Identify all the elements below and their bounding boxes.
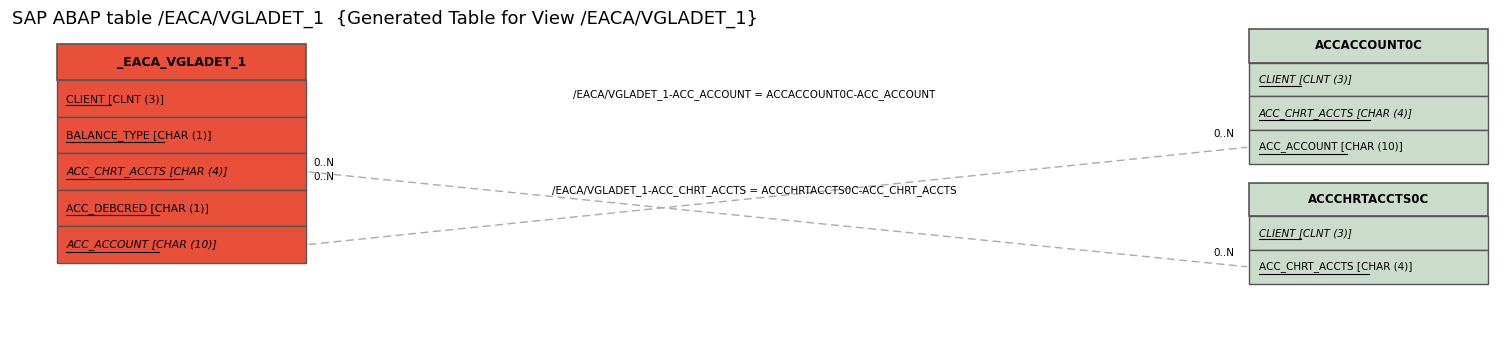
Bar bbox=[1249, 96, 1488, 130]
Text: 0..N: 0..N bbox=[314, 158, 335, 168]
Text: ACCCHRTACCTS0C: ACCCHRTACCTS0C bbox=[1308, 193, 1429, 206]
Text: CLIENT [CLNT (3)]: CLIENT [CLNT (3)] bbox=[1259, 74, 1352, 84]
Text: _EACA_VGLADET_1: _EACA_VGLADET_1 bbox=[118, 56, 246, 69]
Text: 0..N: 0..N bbox=[1213, 128, 1234, 139]
Text: ACC_ACCOUNT [CHAR (10)]: ACC_ACCOUNT [CHAR (10)] bbox=[1259, 142, 1402, 152]
Text: ACC_CHRT_ACCTS [CHAR (4)]: ACC_CHRT_ACCTS [CHAR (4)] bbox=[66, 166, 228, 177]
Bar bbox=[1249, 63, 1488, 96]
Text: CLIENT [CLNT (3)]: CLIENT [CLNT (3)] bbox=[1259, 228, 1352, 238]
Text: /EACA/VGLADET_1-ACC_CHRT_ACCTS = ACCCHRTACCTS0C-ACC_CHRT_ACCTS: /EACA/VGLADET_1-ACC_CHRT_ACCTS = ACCCHRT… bbox=[552, 186, 957, 196]
Text: ACC_ACCOUNT [CHAR (10)]: ACC_ACCOUNT [CHAR (10)] bbox=[66, 239, 217, 250]
Bar bbox=[57, 44, 306, 80]
Bar bbox=[1249, 216, 1488, 250]
Text: CLIENT [CLNT (3)]: CLIENT [CLNT (3)] bbox=[66, 94, 164, 104]
Text: BALANCE_TYPE [CHAR (1)]: BALANCE_TYPE [CHAR (1)] bbox=[66, 130, 211, 141]
Text: 0..N: 0..N bbox=[314, 172, 335, 182]
Text: ACC_CHRT_ACCTS [CHAR (4)]: ACC_CHRT_ACCTS [CHAR (4)] bbox=[1259, 108, 1412, 119]
Text: ACC_CHRT_ACCTS [CHAR (4)]: ACC_CHRT_ACCTS [CHAR (4)] bbox=[1259, 262, 1412, 272]
Text: ACC_DEBCRED [CHAR (1)]: ACC_DEBCRED [CHAR (1)] bbox=[66, 203, 210, 214]
Bar bbox=[1249, 130, 1488, 164]
Bar bbox=[1249, 29, 1488, 63]
Bar bbox=[57, 190, 306, 226]
Text: /EACA/VGLADET_1-ACC_ACCOUNT = ACCACCOUNT0C-ACC_ACCOUNT: /EACA/VGLADET_1-ACC_ACCOUNT = ACCACCOUNT… bbox=[573, 89, 936, 100]
Bar bbox=[1249, 183, 1488, 216]
Bar bbox=[57, 153, 306, 190]
Bar bbox=[57, 80, 306, 117]
Text: 0..N: 0..N bbox=[1213, 248, 1234, 259]
Bar bbox=[57, 226, 306, 263]
Bar bbox=[1249, 250, 1488, 284]
Text: SAP ABAP table /EACA/VGLADET_1  {Generated Table for View /EACA/VGLADET_1}: SAP ABAP table /EACA/VGLADET_1 {Generate… bbox=[12, 10, 758, 28]
Bar bbox=[57, 117, 306, 153]
Text: ACCACCOUNT0C: ACCACCOUNT0C bbox=[1314, 39, 1423, 52]
